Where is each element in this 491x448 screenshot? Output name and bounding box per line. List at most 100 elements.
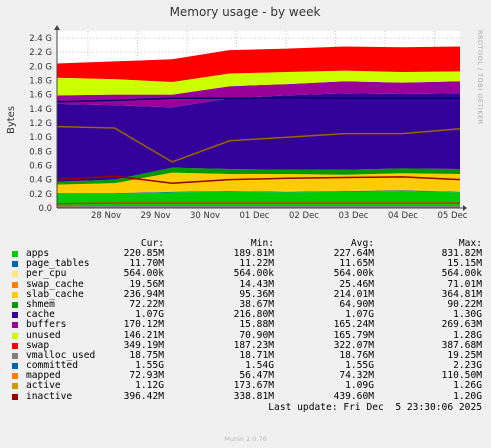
legend-avg: 1.55G	[345, 360, 374, 372]
memory-chart: Memory usage - by week Bytes 0.0 0.2 G 0.4…	[6, 5, 468, 221]
legend-name: cache	[26, 309, 55, 321]
y-tick-label: 2.2 G	[29, 48, 52, 58]
legend-name: page_tables	[26, 258, 90, 270]
x-tick-label: 29 Nov	[140, 211, 170, 221]
x-tick-label: 02 Dec	[289, 211, 319, 221]
legend-min: 18.71M	[239, 349, 274, 361]
y-tick-label: 1.4 G	[29, 105, 52, 115]
legend-swatch	[12, 342, 18, 349]
legend-row-unused: unused 146.21M 70.90M 165.79M 1.28G	[12, 329, 482, 341]
legend-max: 364.81M	[441, 288, 482, 300]
legend-swatch	[12, 352, 18, 359]
legend-swatch	[12, 393, 18, 400]
y-axis-arrow	[54, 25, 60, 30]
legend-cur: 11.70M	[129, 258, 164, 270]
area-swap	[57, 46, 460, 82]
header-avg: Avg:	[350, 238, 374, 249]
legend-cur: 170.12M	[123, 319, 164, 331]
x-tick-label: 04 Dec	[388, 211, 418, 221]
legend-name: slab_cache	[26, 288, 84, 300]
legend-avg: 11.65M	[339, 258, 374, 270]
legend-cur: 1.12G	[135, 380, 164, 392]
y-tick-label: 2.0 G	[29, 62, 52, 72]
chart-title: Memory usage - by week	[170, 5, 321, 19]
legend-header: Cur: Min: Avg: Max:	[22, 238, 482, 249]
area-shmem	[57, 167, 460, 185]
legend-name: unused	[26, 329, 61, 341]
munin-version: Munin 2.0.76	[224, 435, 267, 443]
legend-max: 71.01M	[447, 278, 482, 290]
legend-cur: 396.42M	[123, 390, 164, 402]
legend-name: inactive	[26, 390, 73, 402]
legend-row-buffers: buffers 170.12M 15.88M 165.24M 269.63M	[12, 320, 482, 330]
legend-max: 831.82M	[441, 248, 482, 259]
legend-name: active	[26, 380, 61, 392]
legend-max: 1.26G	[453, 380, 482, 392]
legend-row-swap-cache: swap_cache 19.56M 14.43M 25.46M 71.01M	[12, 278, 482, 290]
legend-min: 38.67M	[239, 298, 274, 310]
legend-max: 1.28G	[453, 329, 482, 341]
area-cache	[57, 93, 460, 182]
legend-cur: 18.75M	[129, 349, 164, 361]
legend-name: swap	[26, 339, 50, 351]
header-cur: Cur:	[140, 238, 164, 249]
legend-min: 14.43M	[239, 278, 274, 290]
legend-cur: 236.94M	[123, 288, 164, 300]
legend-max: 110.50M	[441, 370, 482, 382]
legend-avg: 25.46M	[339, 278, 374, 290]
legend-name: mapped	[26, 370, 61, 382]
legend-row-committed: committed 1.55G 1.54G 1.55G 2.23G	[12, 360, 482, 372]
legend-swatch	[12, 301, 18, 308]
x-tick-label: 30 Nov	[190, 211, 220, 221]
legend-avg: 439.60M	[333, 390, 374, 402]
legend-max: 90.22M	[447, 298, 482, 310]
legend-cur: 72.93M	[129, 370, 164, 382]
y-ticks: 0.0 0.2 G 0.4 G 0.6 G 0.8 G 1.0 G 1.2 G 1.4 G 1.…	[29, 34, 52, 214]
x-ticks: 28 Nov 29 Nov 30 Nov 01 Dec 02 Dec 03 Dec 04 D…	[91, 211, 468, 221]
x-tick-label: 01 Dec	[240, 211, 270, 221]
x-tick-label: 03 Dec	[339, 211, 369, 221]
legend-min: 70.90M	[239, 329, 274, 341]
legend-avg: 564.00k	[333, 268, 374, 280]
legend-swatch	[12, 322, 18, 329]
legend-avg: 1.07G	[345, 309, 374, 321]
last-update: Last update: Fri Dec 5 23:30:06 2025	[268, 401, 482, 413]
legend-min: 338.81M	[233, 390, 274, 402]
legend-name: per_cpu	[26, 268, 67, 280]
line-mapped	[56, 202, 460, 205]
y-tick-label: 0.8 G	[29, 147, 52, 157]
line-active	[56, 125, 461, 163]
legend-swatch	[12, 281, 18, 288]
legend-swatch	[12, 383, 18, 390]
legend-cur: 564.00k	[123, 268, 164, 280]
y-tick-label: 0.2 G	[29, 190, 52, 200]
legend-max: 1.30G	[453, 309, 482, 321]
legend-min: 216.80M	[233, 309, 274, 321]
legend-rows: apps 220.85M 189.81M 227.64M 831.82M page_tab…	[12, 248, 482, 402]
legend-name: committed	[26, 360, 78, 372]
overlay-lines	[56, 96, 461, 208]
legend-min: 564.00k	[233, 268, 274, 280]
legend-cur: 349.19M	[123, 339, 164, 351]
legend-min: 173.67M	[233, 380, 274, 392]
y-tick-label: 1.6 G	[29, 91, 52, 101]
legend-row-swap: swap 349.19M 187.23M 322.07M 387.68M	[12, 339, 482, 351]
rrdtool-side-label: RRDTOOL / TOBI OETIKER	[476, 30, 484, 125]
legend-cur: 220.85M	[123, 248, 164, 259]
legend-max: 15.15M	[447, 258, 482, 270]
legend-min: 189.81M	[233, 248, 274, 259]
legend-max: 564.00k	[441, 268, 482, 280]
y-tick-label: 1.0 G	[29, 133, 52, 143]
legend-min: 56.47M	[239, 370, 274, 382]
line-committed	[56, 96, 460, 103]
y-tick-label: 0.6 G	[29, 162, 52, 172]
legend-cur: 72.22M	[129, 298, 164, 310]
area-page-tables	[57, 190, 460, 194]
stacked-areas	[57, 46, 460, 208]
last-update-row: Last update: Fri Dec 5 23:30:06 2025	[12, 402, 482, 413]
y-axis-label: Bytes	[6, 106, 17, 134]
legend-row-inactive: inactive 396.42M 338.81M 439.60M 1.20G	[12, 390, 482, 402]
legend-row-mapped: mapped 72.93M 56.47M 74.32M 110.50M	[12, 371, 482, 381]
legend-max: 269.63M	[441, 319, 482, 331]
legend-swatch	[12, 332, 18, 339]
